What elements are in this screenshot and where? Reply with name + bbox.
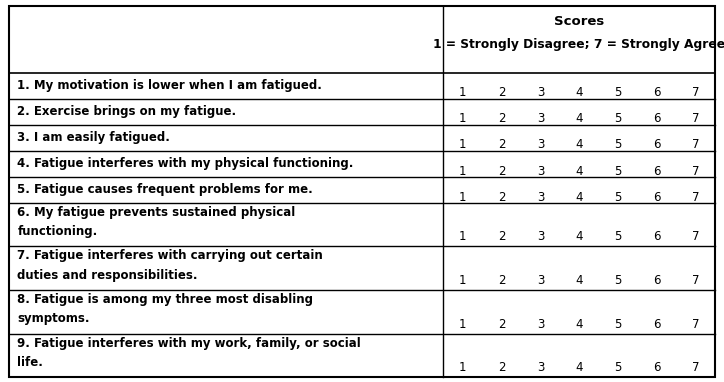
Text: 4: 4: [576, 112, 583, 125]
Text: 6: 6: [653, 165, 661, 178]
Text: 5: 5: [615, 138, 622, 152]
Text: 6: 6: [653, 86, 661, 99]
Text: 1 = Strongly Disagree; 7 = Strongly Agree: 1 = Strongly Disagree; 7 = Strongly Agre…: [433, 38, 724, 51]
Text: 4: 4: [576, 86, 583, 99]
Text: 5. Fatigue causes frequent problems for me.: 5. Fatigue causes frequent problems for …: [17, 183, 313, 196]
Text: 8. Fatigue is among my three most disabling: 8. Fatigue is among my three most disabl…: [17, 293, 313, 306]
Text: 4: 4: [576, 165, 583, 178]
Text: 1: 1: [459, 230, 466, 243]
Text: 6: 6: [653, 112, 661, 125]
Text: 6: 6: [653, 274, 661, 287]
Text: 3: 3: [536, 274, 544, 287]
Text: 6: 6: [653, 191, 661, 204]
Text: 1: 1: [459, 274, 466, 287]
Text: symptoms.: symptoms.: [17, 312, 90, 325]
Text: 1: 1: [459, 318, 466, 331]
Text: 5: 5: [615, 112, 622, 125]
Text: 6: 6: [653, 361, 661, 374]
Text: duties and responsibilities.: duties and responsibilities.: [17, 269, 198, 282]
Text: 2: 2: [498, 274, 505, 287]
Text: 5: 5: [615, 274, 622, 287]
Text: 4: 4: [576, 230, 583, 243]
Text: 7: 7: [692, 274, 699, 287]
Text: 6: 6: [653, 230, 661, 243]
Text: 2: 2: [498, 165, 505, 178]
Text: 6. My fatigue prevents sustained physical: 6. My fatigue prevents sustained physica…: [17, 206, 295, 219]
Text: 5: 5: [615, 86, 622, 99]
Text: 3: 3: [536, 191, 544, 204]
Text: 9. Fatigue interferes with my work, family, or social: 9. Fatigue interferes with my work, fami…: [17, 337, 361, 350]
Text: 2: 2: [498, 230, 505, 243]
Text: 3: 3: [536, 230, 544, 243]
Text: 4: 4: [576, 361, 583, 374]
Text: 1: 1: [459, 112, 466, 125]
Text: 1: 1: [459, 191, 466, 204]
Text: 7: 7: [692, 86, 699, 99]
Text: 3. I am easily fatigued.: 3. I am easily fatigued.: [17, 131, 170, 144]
Text: 2: 2: [498, 361, 505, 374]
Text: 1. My motivation is lower when I am fatigued.: 1. My motivation is lower when I am fati…: [17, 79, 322, 92]
Text: 3: 3: [536, 318, 544, 331]
Text: 1: 1: [459, 165, 466, 178]
Text: 5: 5: [615, 230, 622, 243]
Text: 7: 7: [692, 165, 699, 178]
Text: 7: 7: [692, 138, 699, 152]
Text: 7: 7: [692, 318, 699, 331]
Text: 3: 3: [536, 86, 544, 99]
Text: 4: 4: [576, 274, 583, 287]
Text: functioning.: functioning.: [17, 225, 98, 238]
Text: 7. Fatigue interferes with carrying out certain: 7. Fatigue interferes with carrying out …: [17, 249, 323, 262]
Text: 2. Exercise brings on my fatigue.: 2. Exercise brings on my fatigue.: [17, 105, 237, 118]
Text: 2: 2: [498, 112, 505, 125]
Text: 2: 2: [498, 318, 505, 331]
Text: 7: 7: [692, 112, 699, 125]
Text: 3: 3: [536, 112, 544, 125]
Text: 4: 4: [576, 191, 583, 204]
Text: 5: 5: [615, 318, 622, 331]
Text: 1: 1: [459, 138, 466, 152]
Text: 7: 7: [692, 230, 699, 243]
Text: 3: 3: [536, 165, 544, 178]
Text: 7: 7: [692, 361, 699, 374]
Text: life.: life.: [17, 356, 43, 369]
Text: 3: 3: [536, 361, 544, 374]
Text: 2: 2: [498, 191, 505, 204]
Text: 3: 3: [536, 138, 544, 152]
Text: 1: 1: [459, 86, 466, 99]
Text: 2: 2: [498, 138, 505, 152]
Text: 6: 6: [653, 138, 661, 152]
Text: 5: 5: [615, 191, 622, 204]
Text: 6: 6: [653, 318, 661, 331]
Text: 4: 4: [576, 138, 583, 152]
Text: 1: 1: [459, 361, 466, 374]
Text: 4. Fatigue interferes with my physical functioning.: 4. Fatigue interferes with my physical f…: [17, 157, 354, 170]
Text: Scores: Scores: [554, 15, 605, 28]
Text: 5: 5: [615, 165, 622, 178]
Text: 2: 2: [498, 86, 505, 99]
Text: 4: 4: [576, 318, 583, 331]
Text: 7: 7: [692, 191, 699, 204]
Text: 5: 5: [615, 361, 622, 374]
